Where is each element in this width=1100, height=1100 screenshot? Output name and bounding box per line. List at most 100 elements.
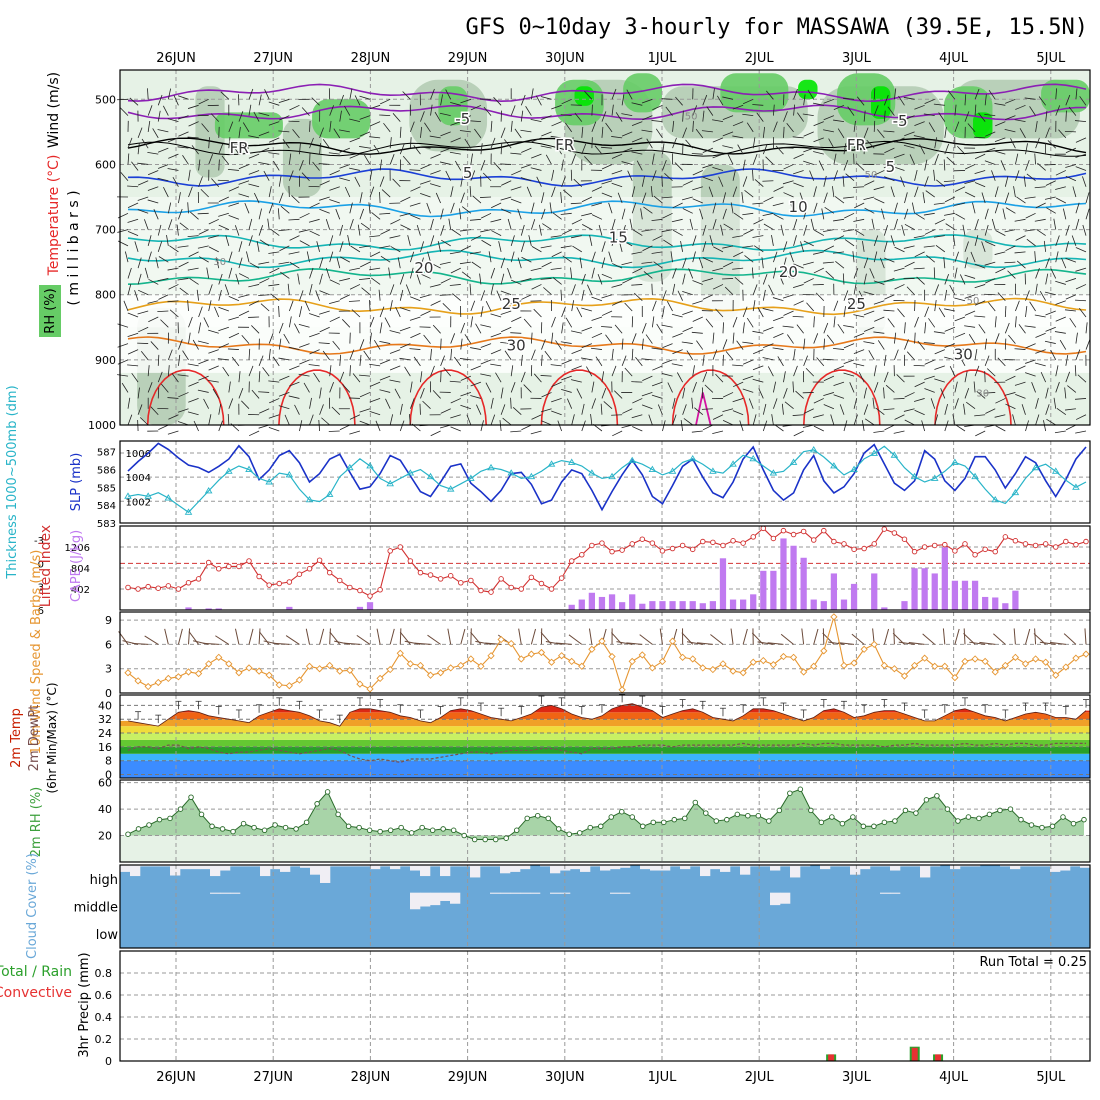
wind-barb <box>449 251 461 255</box>
wind-barb <box>833 119 845 122</box>
wind-barb <box>531 153 542 159</box>
wind-barb <box>413 145 421 155</box>
wind-barb <box>994 186 999 198</box>
wind-barb <box>514 340 522 350</box>
wind-barb <box>560 192 563 204</box>
wind-barb <box>761 257 764 269</box>
pressure-tick-label: 700 <box>95 224 116 237</box>
wind-barb <box>294 404 300 415</box>
wind-barb <box>631 121 643 126</box>
precip-tick-label: 0.8 <box>95 967 113 980</box>
thickness-tick-label: 585 <box>97 483 116 494</box>
wind-barb <box>198 322 202 334</box>
wind-barb <box>984 113 996 116</box>
wind-barb <box>652 104 663 111</box>
rh2m-marker <box>934 793 940 799</box>
wind-barb <box>782 325 794 328</box>
wind-barb <box>1029 106 1036 116</box>
wind-barb <box>601 192 613 198</box>
wind-barb <box>521 147 532 153</box>
wind-barb <box>632 398 643 404</box>
wind-barb <box>1067 385 1077 393</box>
wind-barb <box>409 398 415 409</box>
wind-barb <box>946 156 956 165</box>
wind-barb <box>460 115 472 121</box>
wind-barb <box>466 414 472 426</box>
rh-axis-title: RH (%) <box>43 288 58 333</box>
wind-barb <box>1061 257 1067 269</box>
rh2m-marker <box>997 807 1003 814</box>
cloud-mid-gap <box>440 892 451 901</box>
cape-bar <box>356 606 364 610</box>
wind-barb <box>582 224 593 230</box>
wind-barb <box>813 137 824 143</box>
wind-barb <box>682 110 684 122</box>
wind-barb <box>188 169 191 181</box>
wind-speed-marker <box>578 662 586 670</box>
wind-barb <box>1084 628 1087 645</box>
wind-barb <box>147 251 152 263</box>
wind-barb <box>584 156 593 165</box>
wind-barb <box>1075 284 1087 290</box>
wind-barb <box>541 261 552 268</box>
wind-barb <box>752 378 764 383</box>
wind-barb <box>359 420 371 426</box>
wind-barb <box>974 315 986 318</box>
wind-barb <box>339 278 350 282</box>
cloud-mid-gap <box>230 892 241 894</box>
thickness-marker <box>325 490 334 497</box>
wind-barb <box>491 230 502 236</box>
wind-barb <box>843 160 849 171</box>
wind-barb <box>934 153 939 165</box>
wind-speed-marker <box>880 661 888 670</box>
temp-tick-label: 24 <box>98 727 112 740</box>
wind-barb <box>803 355 808 367</box>
wind-barb <box>925 190 935 198</box>
wind-barb <box>746 122 754 133</box>
rh2m-marker <box>839 820 846 827</box>
wind-barb <box>248 348 251 360</box>
wind-barb <box>359 354 362 366</box>
wind-barb <box>472 195 482 204</box>
wind-barb <box>991 170 996 181</box>
wind-barb <box>823 338 825 350</box>
date-label-top: 1JUL <box>648 51 678 66</box>
wind-barb <box>1045 387 1049 399</box>
rh2m-marker <box>576 830 583 836</box>
wind-barb <box>469 186 472 198</box>
wind-barb <box>809 170 815 181</box>
wind-barb <box>601 273 613 279</box>
wind-barb <box>192 339 199 350</box>
rh2m-area <box>128 789 1084 840</box>
wind-barb <box>800 241 805 252</box>
wind-barb <box>311 97 320 106</box>
wind-barb <box>162 105 169 116</box>
wind-barb <box>278 322 284 334</box>
wind-barb <box>732 381 744 388</box>
cloud-high-gap <box>760 865 771 867</box>
wind-barb <box>228 137 231 149</box>
cape-bar <box>629 594 636 610</box>
rh2m-marker <box>492 836 499 843</box>
contour-label: 5 <box>886 158 896 176</box>
wind-barb <box>218 224 230 230</box>
wind-barb <box>268 251 280 254</box>
wind-barb <box>493 97 502 106</box>
wind-barb <box>321 417 330 426</box>
wind-barb <box>278 175 282 187</box>
wind-barb <box>793 218 798 230</box>
wind-barb <box>218 289 222 301</box>
wind-barb <box>422 400 431 410</box>
cloud-high-gap <box>470 865 481 878</box>
wind-barb <box>954 347 966 350</box>
wind-barb <box>877 340 885 350</box>
wind-barb <box>278 338 282 350</box>
thickness-marker <box>507 469 515 476</box>
wind-barb <box>914 316 919 328</box>
cloud-high-gap <box>970 865 981 867</box>
temperature-contour <box>127 200 1087 218</box>
wind-barb <box>289 104 300 111</box>
wind-barb <box>228 381 231 393</box>
wind-barb <box>635 357 643 367</box>
wind-barb <box>500 208 512 214</box>
